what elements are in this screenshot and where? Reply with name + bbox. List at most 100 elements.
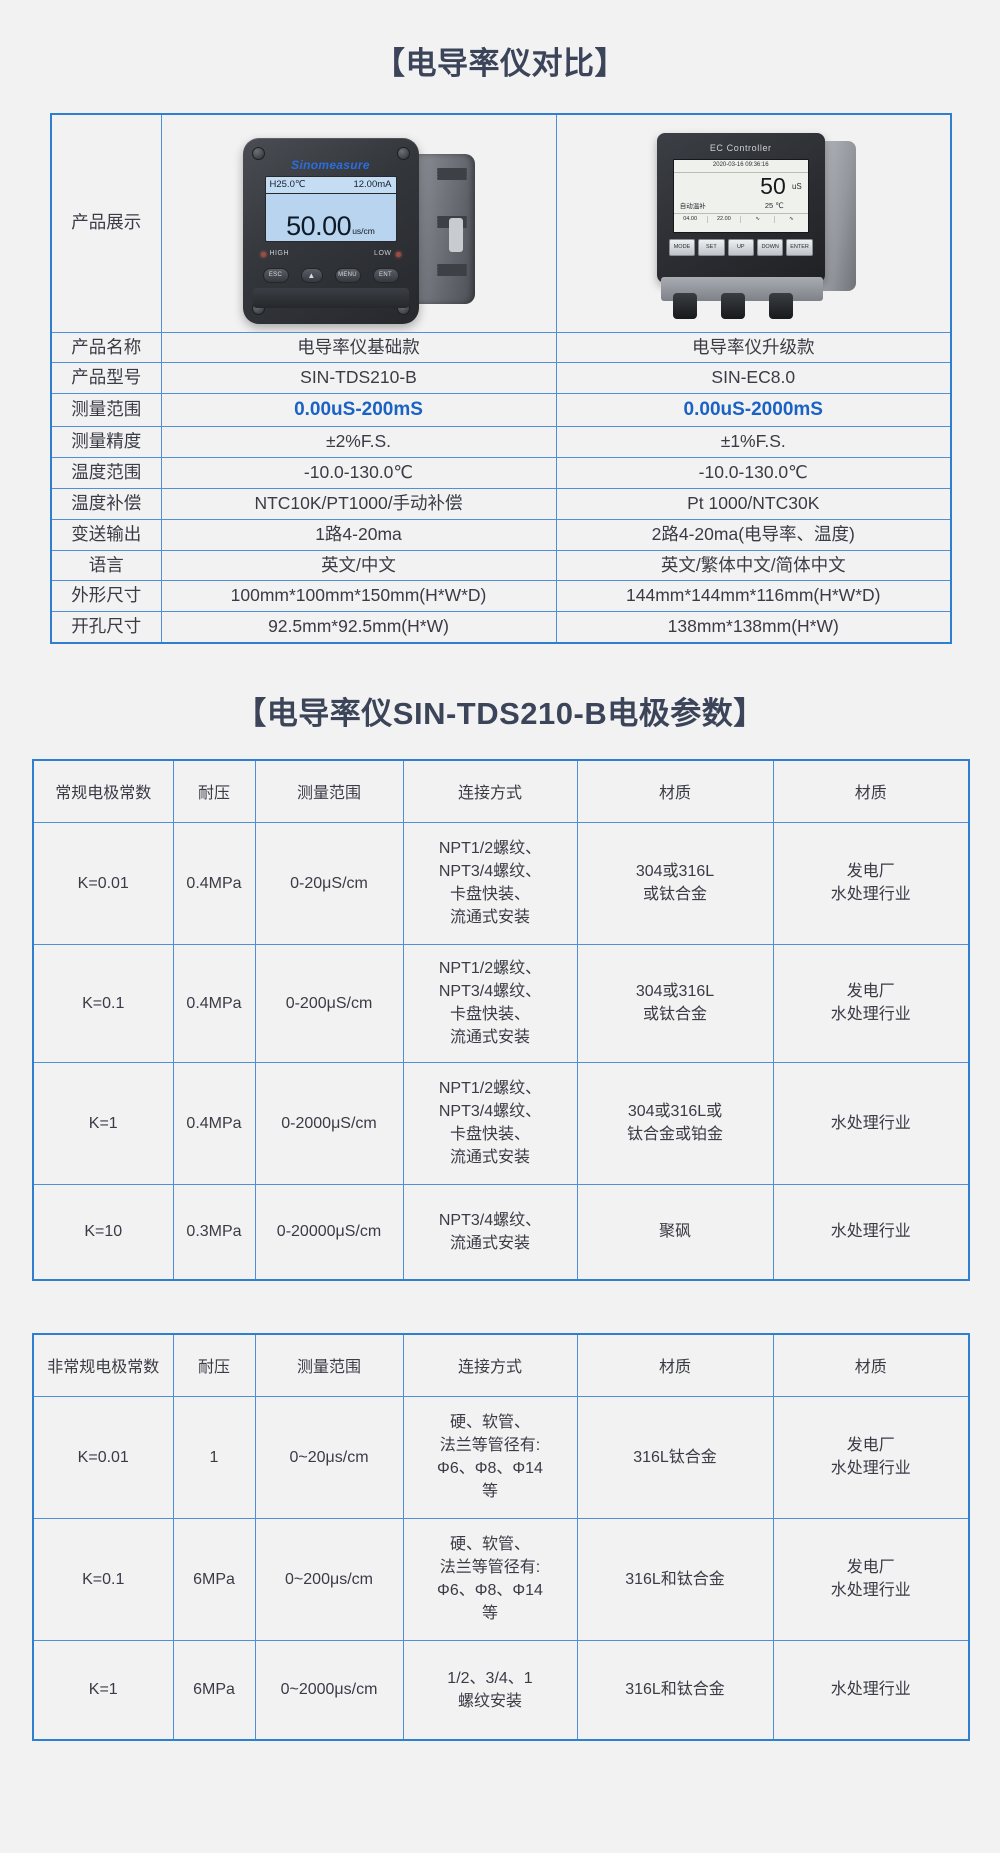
connection-type-line: Φ6、Φ8、Φ14 <box>437 1582 543 1600</box>
comparison-row: 温度范围 -10.0-130.0℃ -10.0-130.0℃ <box>50 456 952 489</box>
lcd-value: 50.00 <box>286 211 352 242</box>
material: 316L钛合金 <box>576 1395 774 1519</box>
comparison-row-label: 产品型号 <box>50 362 162 395</box>
connection-type-line: NPT3/4螺纹、 <box>438 982 542 1000</box>
connection-type-line: 法兰等管径有: <box>439 1436 541 1454</box>
table-row: K=0.1 0.4MPa 0-200μS/cm NPT1/2螺纹、 NPT3/4螺纹、卡… <box>32 943 970 1063</box>
comparison-row: 产品名称 电导率仪基础款 电导率仪升级款 <box>50 331 952 364</box>
product-image-left: Sinomeasure H25.0℃ 12.00mA 50.00 us/cm <box>160 113 557 333</box>
comparison-row-label: 温度补偿 <box>50 487 162 520</box>
connection-type: 硬、软管、 法兰等管径有: Φ6、Φ8、Φ14 等 <box>402 1517 578 1641</box>
comparison-table: 产品展示 <box>50 113 952 645</box>
comparison-value-right: 英文/繁体中文/简体中文 <box>555 549 952 582</box>
connection-type-line: 等 <box>481 1605 498 1623</box>
table-header-row: 常规电极常数 耐压 测量范围 连接方式 材质 材质 <box>32 759 970 823</box>
material-line: 316L和钛合金 <box>625 1681 725 1699</box>
connection-type-line: Φ6、Φ8、Φ14 <box>437 1460 543 1478</box>
connection-type-line: 流通式安装 <box>449 1149 530 1167</box>
comparison-row: 测量范围 0.00uS-200mS 0.00uS-2000mS <box>50 393 952 427</box>
measuring-range: 0-200μS/cm <box>254 943 404 1063</box>
comparison-value-right: ±1%F.S. <box>555 426 952 458</box>
comparison-row-label: 测量精度 <box>50 426 162 458</box>
device-brand-label: Sinomeasure <box>291 158 370 173</box>
comparison-value-right: Pt 1000/NTC30K <box>555 487 952 520</box>
comparison-value-left: 英文/中文 <box>160 549 557 582</box>
page-title-comparison: 【电导率仪对比】 <box>374 46 626 81</box>
electrode-constant: K=0.1 <box>32 943 174 1063</box>
comparison-value-left: ±2%F.S. <box>160 426 557 458</box>
comparison-row-label: 产品名称 <box>50 331 162 364</box>
device-sin-ec8: EC Controller 2020-03-16 09:36:16 50 uS … <box>651 133 856 325</box>
electrode-constant: K=1 <box>32 1639 174 1741</box>
menu-button[interactable]: MENU <box>334 268 361 284</box>
product-image-right: EC Controller 2020-03-16 09:36:16 50 uS … <box>555 113 952 333</box>
application-industry: 发电厂 水处理行业 <box>772 1395 970 1519</box>
comparison-row: 开孔尺寸 92.5mm*92.5mm(H*W) 138mm*138mm(H*W) <box>50 611 952 644</box>
enter-button[interactable]: ENTER <box>786 239 813 257</box>
comparison-row: 温度补偿 NTC10K/PT1000/手动补偿 Pt 1000/NTC30K <box>50 487 952 520</box>
connection-type-line: 卡盘快装、 <box>449 886 530 904</box>
column-header: 常规电极常数 <box>32 759 174 823</box>
pressure-rating: 0.4MPa <box>172 943 256 1063</box>
product-showcase-row: 产品展示 <box>50 113 952 333</box>
comparison-value-right: 2路4-20ma(电导率、温度) <box>555 518 952 551</box>
material-line: 钛合金或铂金 <box>626 1126 723 1144</box>
lcd-range-high: 22.00 <box>708 215 742 223</box>
low-alarm-indicator: LOW <box>374 250 401 259</box>
electrode-table-regular: 常规电极常数 耐压 测量范围 连接方式 材质 材质 K=0.01 0.4MPa 0-20μS/… <box>32 759 970 1282</box>
column-header: 材质 <box>576 759 774 823</box>
connection-type-line: 等 <box>481 1483 498 1501</box>
table-row: K=10 0.3MPa 0-20000μS/cm NPT3/4螺纹、 流通式安装 聚砜 水处… <box>32 1183 970 1281</box>
table-row: K=1 0.4MPa 0-2000μS/cm NPT1/2螺纹、 NPT3/4螺纹、 卡盘… <box>32 1061 970 1185</box>
comparison-value-left: SIN-TDS210-B <box>160 362 557 395</box>
connection-type-line: NPT1/2螺纹、 <box>438 839 542 857</box>
cable-gland-icon <box>768 293 793 320</box>
connection-type: 硬、软管、 法兰等管径有: Φ6、Φ8、Φ14 等 <box>402 1395 578 1519</box>
lcd-main-reading: 50.00 us/cm <box>266 194 396 242</box>
up-arrow-button[interactable]: ▲ <box>300 268 323 284</box>
lcd-unit: us/cm <box>352 225 375 236</box>
comparison-row-label: 外形尺寸 <box>50 580 162 613</box>
high-label: HIGH <box>269 250 289 258</box>
comparison-row-label: 测量范围 <box>50 393 162 427</box>
waveform-icon: ∿ <box>789 215 794 222</box>
comparison-value-left: 100mm*100mm*150mm(H*W*D) <box>160 580 557 613</box>
material-line: 304或316L或 <box>627 1102 723 1120</box>
material-line: 聚砜 <box>658 1223 691 1241</box>
comparison-value-left: 0.00uS-200mS <box>160 393 557 427</box>
measuring-range: 0-2000μS/cm <box>254 1061 404 1185</box>
connection-type: NPT1/2螺纹、 NPT3/4螺纹、 卡盘快装、 流通式安装 <box>402 943 578 1063</box>
connection-type-line: 流通式安装 <box>449 1234 530 1252</box>
measuring-range: 0-20000μS/cm <box>254 1183 404 1281</box>
pressure-rating: 6MPa <box>172 1517 256 1641</box>
up-button[interactable]: UP <box>727 239 754 257</box>
mode-button[interactable]: MODE <box>668 239 696 257</box>
application-industry-line: 发电厂 <box>846 1558 895 1576</box>
table-header-row: 非常规电极常数 耐压 测量范围 连接方式 材质 材质 <box>32 1333 970 1397</box>
column-header: 测量范围 <box>254 1333 404 1397</box>
comparison-row: 产品型号 SIN-TDS210-B SIN-EC8.0 <box>50 362 952 395</box>
application-industry-line: 水处理行业 <box>830 886 911 904</box>
waveform-icon: ∿ <box>741 215 775 223</box>
column-header: 材质 <box>576 1333 774 1397</box>
material: 304或316L 或钛合金 <box>576 821 774 945</box>
electrode-constant: K=0.01 <box>32 1395 174 1519</box>
material: 聚砜 <box>576 1183 774 1281</box>
measuring-range: 0~2000μs/cm <box>254 1639 404 1741</box>
device-cable-glands <box>672 293 793 320</box>
down-button[interactable]: DOWN <box>756 239 784 257</box>
esc-button[interactable]: ESC <box>262 268 289 284</box>
device-lcd-screen: 2020-03-16 09:36:16 50 uS 自动温补 25 ℃ 04.0… <box>672 159 809 234</box>
material: 304或316L 或钛合金 <box>576 943 774 1063</box>
set-button[interactable]: SET <box>698 239 725 257</box>
device-keypad: ESC ▲ MENU ENT <box>257 268 405 284</box>
connection-type-line: NPT1/2螺纹、 <box>438 959 542 977</box>
lcd-temperature: H25.0℃ <box>269 179 306 191</box>
connection-type: 1/2、3/4、1 螺纹安装 <box>402 1639 578 1741</box>
comparison-row-label: 变送输出 <box>50 518 162 551</box>
lcd-unit: uS <box>791 181 802 191</box>
ent-button[interactable]: ENT <box>372 268 399 284</box>
connection-type-line: 流通式安装 <box>449 909 530 927</box>
material: 304或316L或 钛合金或铂金 <box>576 1061 774 1185</box>
material-line: 304或316L <box>635 982 715 1000</box>
